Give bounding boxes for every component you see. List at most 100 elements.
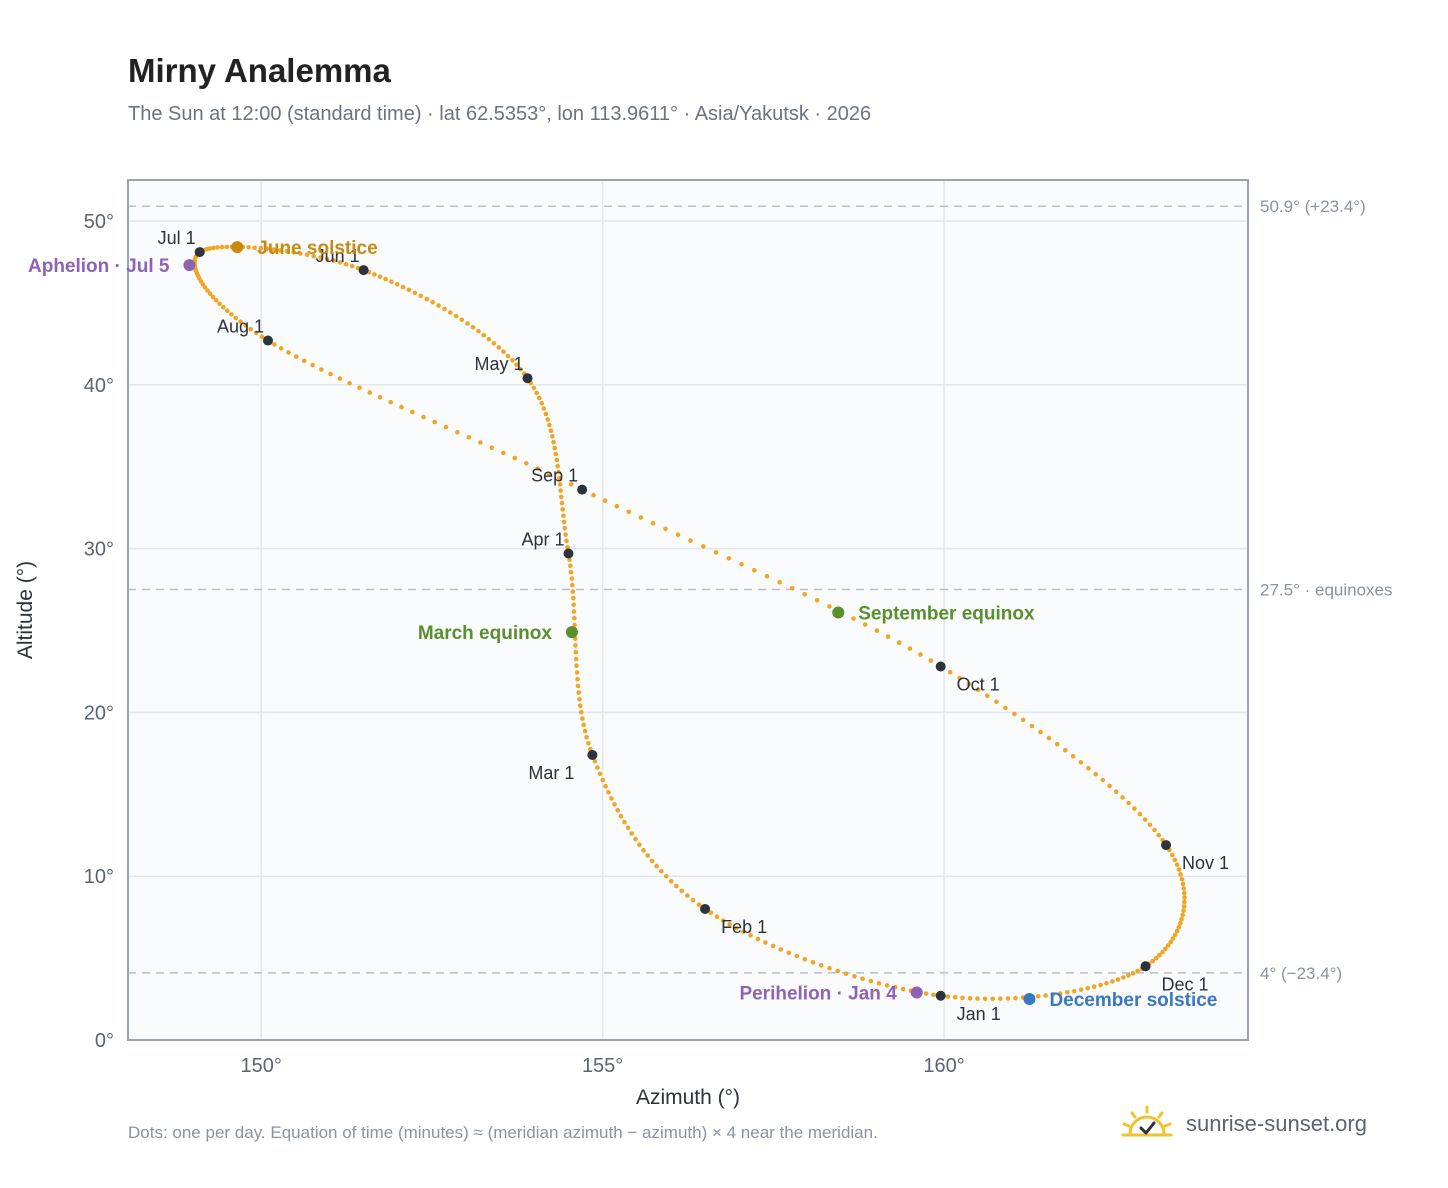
- month-marker: [358, 265, 369, 276]
- daily-sun-dot: [1137, 811, 1143, 817]
- daily-sun-dot: [319, 367, 324, 372]
- month-marker: [935, 990, 946, 1001]
- daily-sun-dot: [1093, 771, 1098, 777]
- daily-sun-dot: [272, 342, 277, 347]
- daily-sun-dot: [476, 328, 481, 334]
- daily-sun-dot: [557, 476, 563, 482]
- daily-sun-dot: [548, 428, 554, 434]
- footnote: Dots: one per day. Equation of time (min…: [128, 1123, 878, 1142]
- month-marker: [263, 335, 273, 346]
- daily-sun-dot: [383, 276, 388, 282]
- daily-sun-dot: [284, 249, 290, 254]
- daily-sun-dot: [221, 304, 226, 310]
- daily-sun-dot: [1013, 995, 1018, 1001]
- daily-sun-dot: [885, 634, 891, 639]
- daily-sun-dot: [966, 681, 972, 687]
- daily-sun-dot: [562, 526, 568, 531]
- daily-sun-dot: [1110, 979, 1115, 984]
- daily-sun-dot: [559, 494, 564, 500]
- daily-sun-dot: [570, 589, 576, 594]
- daily-sun-dot: [573, 656, 579, 662]
- daily-sun-dot: [726, 556, 732, 561]
- month-marker: [935, 661, 946, 672]
- month-marker: [1161, 840, 1172, 851]
- daily-sun-dot: [331, 258, 336, 263]
- daily-sun-dot: [770, 943, 776, 949]
- daily-sun-dot: [572, 622, 577, 628]
- daily-sun-dot: [1180, 881, 1186, 887]
- daily-sun-dot: [896, 640, 902, 645]
- daily-sun-dot: [606, 790, 611, 795]
- daily-sun-dot: [418, 293, 424, 299]
- y-tick-label: 30°: [84, 539, 114, 561]
- daily-sun-dot: [764, 573, 770, 579]
- daily-sun-dot: [541, 406, 547, 411]
- daily-sun-dot: [304, 252, 310, 257]
- daily-sun-dot: [641, 847, 646, 853]
- daily-sun-dot: [720, 918, 726, 923]
- daily-sun-dot: [478, 440, 483, 445]
- daily-sun-dot: [748, 933, 753, 938]
- daily-sun-dot: [501, 349, 506, 355]
- event-marker: [565, 626, 578, 639]
- daily-sun-dot: [1176, 924, 1182, 930]
- daily-sun-dot: [569, 576, 575, 581]
- daily-sun-dot: [637, 842, 642, 847]
- daily-sun-dot: [1176, 867, 1182, 872]
- daily-sun-dot: [394, 282, 400, 287]
- daily-sun-dot: [436, 303, 441, 308]
- daily-sun-dot: [343, 261, 349, 267]
- daily-sun-dot: [205, 288, 210, 293]
- daily-sun-dot: [1063, 747, 1068, 753]
- daily-sun-dot: [741, 929, 746, 934]
- daily-sun-dot: [923, 991, 929, 996]
- daily-sun-dot: [535, 466, 540, 471]
- daily-sun-dot: [998, 996, 1003, 1001]
- brand[interactable]: sunrise-sunset.org: [1120, 1104, 1367, 1144]
- month-label: Dec 1: [1162, 974, 1209, 994]
- month-marker: [577, 484, 588, 495]
- daily-sun-dot: [591, 492, 596, 498]
- daily-sun-dot: [337, 260, 343, 265]
- daily-sun-dot: [293, 354, 299, 359]
- daily-sun-dot: [568, 563, 573, 569]
- daily-sun-dot: [663, 526, 668, 532]
- daily-sun-dot: [918, 652, 923, 657]
- daily-sun-dot: [688, 538, 693, 543]
- daily-sun-dot: [626, 509, 632, 515]
- daily-sun-dot: [1078, 760, 1084, 765]
- daily-sun-dot: [1091, 984, 1097, 989]
- daily-sun-dot: [578, 703, 583, 708]
- daily-sun-dot: [539, 400, 544, 406]
- daily-sun-dot: [777, 579, 782, 585]
- daily-sun-dot: [565, 544, 570, 550]
- daily-sun-dot: [862, 622, 868, 627]
- daily-sun-dot: [252, 245, 257, 250]
- daily-sun-dot: [442, 306, 447, 312]
- daily-sun-dot: [224, 244, 230, 250]
- daily-sun-dot: [1054, 741, 1060, 747]
- daily-sun-dot: [481, 332, 487, 338]
- daily-sun-dot: [1065, 990, 1070, 995]
- daily-sun-dot: [202, 285, 208, 290]
- daily-sun-dot: [592, 759, 598, 764]
- daily-sun-dot: [789, 586, 795, 591]
- daily-sun-dot: [960, 995, 965, 1001]
- daily-sun-dot: [563, 532, 568, 537]
- sun-check-icon: [1121, 1105, 1173, 1137]
- daily-sun-dot: [622, 819, 627, 825]
- daily-sun-dot: [1121, 975, 1126, 980]
- daily-sun-dot: [573, 649, 579, 655]
- reference-line-label: 50.9° (+23.4°): [1260, 197, 1366, 216]
- daily-sun-dot: [835, 968, 841, 974]
- daily-sun-dot: [400, 284, 406, 290]
- daily-sun-dot: [553, 451, 559, 457]
- daily-sun-dot: [496, 345, 502, 350]
- daily-sun-dot: [975, 996, 980, 1001]
- daily-sun-dot: [573, 643, 578, 648]
- daily-sun-dot: [568, 482, 574, 487]
- daily-sun-dot: [217, 301, 222, 307]
- daily-sun-dot: [600, 777, 606, 783]
- daily-sun-dot: [448, 310, 453, 315]
- daily-sun-dot: [1182, 890, 1187, 896]
